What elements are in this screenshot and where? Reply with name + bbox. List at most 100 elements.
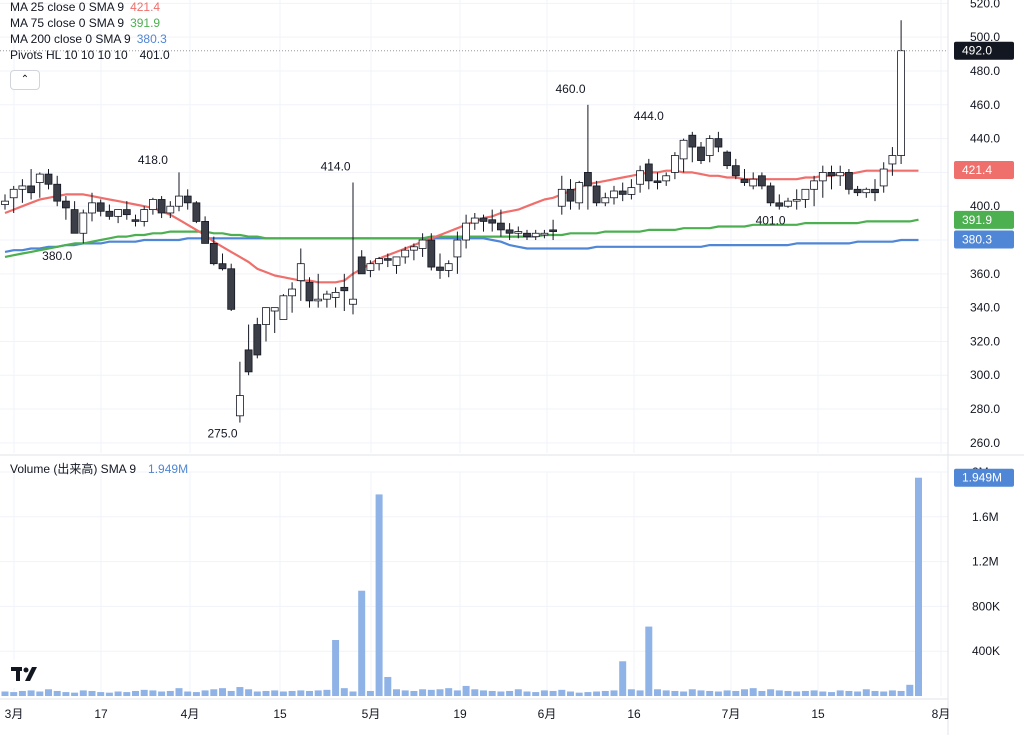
volume-bar xyxy=(366,690,374,696)
chart-grid xyxy=(0,0,948,696)
price-tick-label: 400.0 xyxy=(970,199,1000,213)
candle-body xyxy=(427,239,436,268)
legend-ma75[interactable]: MA 75 close 0 SMA 9 391.9 xyxy=(10,16,160,31)
volume-bar xyxy=(480,690,487,696)
price-candles xyxy=(1,20,905,423)
candle-body xyxy=(192,202,201,222)
volume-bar xyxy=(636,690,644,696)
candle-body xyxy=(784,200,792,207)
volume-bar xyxy=(888,690,896,696)
volume-bar xyxy=(584,692,592,696)
candle-body xyxy=(218,263,227,270)
volume-tick-label: 1.2M xyxy=(972,555,999,569)
ma75-price-tag: 391.9 xyxy=(962,213,992,227)
volume-bar xyxy=(714,691,722,696)
candle-body xyxy=(679,139,688,160)
volume-bar xyxy=(297,690,305,696)
legend-ma75-label: MA 75 close 0 SMA 9 xyxy=(10,16,125,30)
chevron-up-icon[interactable]: ⌃ xyxy=(10,70,40,90)
volume-bar xyxy=(880,691,888,696)
candle-body xyxy=(792,199,801,202)
candle-body xyxy=(853,188,862,194)
volume-bar xyxy=(401,690,409,696)
ma200-line xyxy=(4,237,919,253)
candle-body xyxy=(592,185,601,204)
volume-tick-label: 800K xyxy=(972,599,1000,613)
candle-body xyxy=(401,249,410,258)
pivot-label: 444.0 xyxy=(634,109,664,123)
candle-body xyxy=(53,183,62,202)
price-tick-label: 500.0 xyxy=(970,30,1000,44)
volume-bar xyxy=(749,688,757,696)
candle-body xyxy=(810,180,818,190)
ma75-line xyxy=(4,218,919,258)
legend-pivots-value: 401.0 xyxy=(139,48,170,62)
candle-body xyxy=(418,239,427,249)
volume-bar xyxy=(723,690,731,696)
volume-bar xyxy=(201,690,209,696)
candle-body xyxy=(157,199,166,214)
volume-bar xyxy=(349,691,357,696)
volume-bar xyxy=(645,626,653,696)
candle-body xyxy=(349,298,357,305)
pivot-label: 380.0 xyxy=(42,249,72,263)
volume-bar xyxy=(306,690,313,696)
candle-body xyxy=(296,263,305,281)
volume-bar xyxy=(192,692,200,696)
volume-tick-label: 400K xyxy=(972,644,1000,658)
candle-body xyxy=(244,349,253,373)
candle-body xyxy=(70,209,79,234)
candle-body xyxy=(479,217,488,222)
volume-bar xyxy=(854,691,862,696)
candle-body xyxy=(601,197,610,204)
candle-body xyxy=(836,172,845,177)
volume-bar xyxy=(558,689,566,696)
volume-bar xyxy=(410,690,418,696)
volume-bar xyxy=(227,690,235,696)
candle-body xyxy=(183,195,192,204)
volume-bar xyxy=(445,688,453,696)
legend-pivots[interactable]: Pivots HL 10 10 10 10 401.0 xyxy=(10,48,170,63)
volume-bar xyxy=(862,689,870,696)
candle-body xyxy=(505,229,514,234)
volume-bar xyxy=(314,690,322,696)
volume-bar xyxy=(906,684,914,696)
candle-body xyxy=(714,138,723,148)
volume-bar xyxy=(688,689,696,696)
volume-bar xyxy=(210,689,218,696)
legend-pivots-label: Pivots HL 10 10 10 10 xyxy=(10,48,128,62)
volume-bar xyxy=(610,690,618,696)
volume-bar xyxy=(132,690,139,696)
candle-body xyxy=(96,202,105,212)
legend-ma200-value: 380.3 xyxy=(136,32,167,46)
legend-volume[interactable]: Volume (出来高) SMA 9 1.949M xyxy=(10,462,188,477)
candle-body xyxy=(705,138,714,156)
legend-ma200[interactable]: MA 200 close 0 SMA 9 380.3 xyxy=(10,32,167,47)
candle-body xyxy=(166,205,175,214)
legend-ma25[interactable]: MA 25 close 0 SMA 9 421.4 xyxy=(10,0,160,15)
volume-bar xyxy=(253,691,261,696)
candle-body xyxy=(131,219,140,222)
tradingview-logo-icon[interactable] xyxy=(8,660,42,688)
candle-body xyxy=(122,209,131,216)
volume-bar xyxy=(506,690,514,696)
volume-bar xyxy=(601,690,609,696)
candle-body xyxy=(584,172,592,187)
candle-body xyxy=(688,134,697,148)
volume-bar xyxy=(775,690,783,696)
volume-bar xyxy=(340,688,348,696)
candle-body xyxy=(105,210,114,217)
volume-bar xyxy=(279,691,287,696)
volume-bar xyxy=(18,690,26,696)
price-tick-label: 440.0 xyxy=(970,132,1000,146)
volume-bar xyxy=(184,691,192,696)
volume-bar xyxy=(358,590,366,696)
candle-body xyxy=(653,180,662,183)
volume-bar xyxy=(36,691,44,696)
candle-body xyxy=(62,200,70,209)
volume-bar xyxy=(897,690,905,696)
volume-bar xyxy=(619,661,627,696)
volume-bar xyxy=(219,688,226,696)
volume-bar xyxy=(271,690,279,696)
